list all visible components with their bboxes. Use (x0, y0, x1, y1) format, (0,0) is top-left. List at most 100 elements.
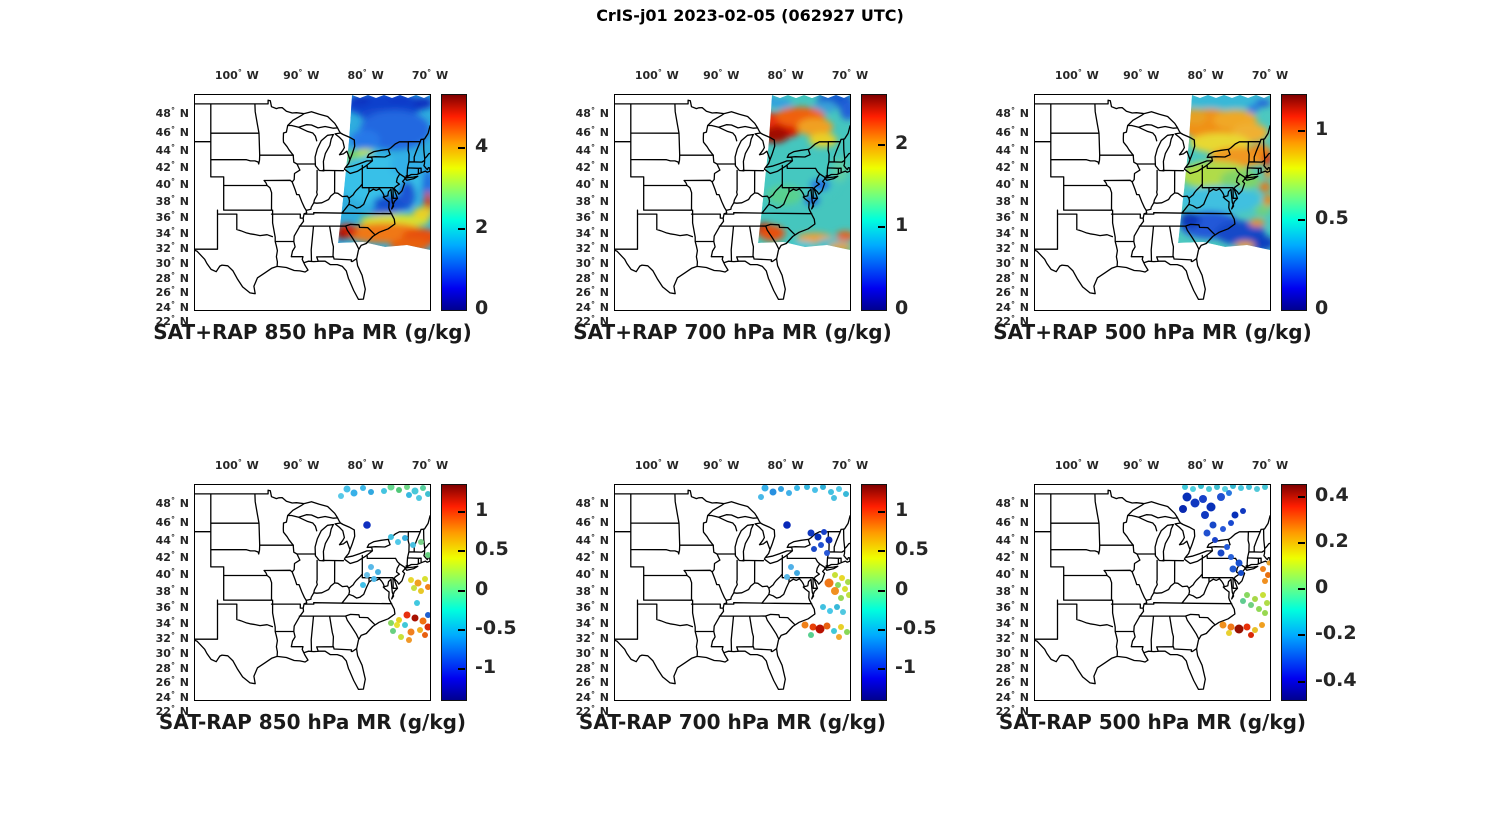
colorbar-tick-mark (878, 226, 885, 229)
basemap-state-borders (615, 99, 850, 301)
lat-tick-label: 32° N (155, 631, 189, 646)
lon-tick-label: 80° W (767, 458, 804, 472)
lat-tick-label: 46° N (575, 124, 609, 139)
lon-tick-label: 100° W (634, 68, 679, 82)
colorbar-tick-mark (878, 550, 885, 553)
lon-tick-label: 70° W (1251, 458, 1289, 472)
lat-tick-label: 38° N (155, 583, 189, 598)
colorbar-tick-label: 2 (475, 215, 489, 238)
lat-tick-label: 32° N (575, 631, 609, 646)
colorbar-tick-mark (878, 628, 885, 631)
lat-tick-label: 22° N (155, 313, 189, 328)
colorbar-tick-mark (1298, 588, 1305, 591)
lon-tick-label: 100° W (214, 68, 259, 82)
lon-tick-label: 80° W (1187, 458, 1224, 472)
lat-tick-label: 28° N (995, 660, 1029, 675)
lat-tick-label: 44° N (575, 142, 609, 157)
lat-tick-label: 34° N (155, 615, 189, 630)
lat-tick-label: 24° N (575, 689, 609, 704)
colorbar-tick-label: 0 (895, 577, 909, 600)
colorbar-tick-label: 0 (475, 577, 489, 600)
colorbar-tick-mark (458, 146, 465, 149)
lon-tick-label: 80° W (347, 458, 384, 472)
lat-tick-label: 22° N (575, 703, 609, 718)
lat-tick-label: 32° N (995, 241, 1029, 256)
lat-tick-label: 38° N (995, 193, 1029, 208)
basemap-state-borders (1035, 99, 1270, 301)
colorbar-tick-mark (1298, 219, 1305, 222)
lat-tick-label: 28° N (155, 270, 189, 285)
lat-tick-label: 44° N (155, 532, 189, 547)
lat-tick-label: 40° N (575, 567, 609, 582)
map-difference-dots (194, 484, 431, 701)
lon-tick-label: 70° W (411, 68, 449, 82)
lat-tick-label: 42° N (995, 550, 1029, 565)
map-satellite-swath (194, 94, 431, 311)
lat-tick-label: 30° N (575, 646, 609, 661)
lat-tick-label: 46° N (995, 514, 1029, 529)
lat-tick-label: 28° N (995, 270, 1029, 285)
lat-tick-label: 36° N (995, 600, 1029, 615)
lat-tick-label: 48° N (575, 105, 609, 120)
colorbar-tick-label: 1 (475, 499, 489, 522)
lat-tick-label: 30° N (575, 256, 609, 271)
colorbar-tick-label: 1 (1315, 117, 1329, 140)
basemap-state-borders (195, 99, 430, 301)
lon-tick-label: 70° W (411, 458, 449, 472)
lat-tick-label: 26° N (575, 285, 609, 300)
colorbar-tick-label: 0 (1315, 297, 1329, 319)
panel-title: SAT+RAP 700 hPa MR (g/kg) (573, 320, 892, 344)
difference-dot-field (338, 485, 430, 643)
lat-tick-label: 28° N (575, 660, 609, 675)
lat-tick-label: 46° N (155, 124, 189, 139)
colorbar-tick-mark (878, 589, 885, 592)
lat-tick-label: 38° N (575, 193, 609, 208)
colorbar-tick-label: 0 (895, 297, 909, 319)
lon-tick-label: 90° W (703, 458, 740, 472)
lat-tick-label: 30° N (995, 646, 1029, 661)
colorbar (861, 484, 887, 701)
lat-tick-label: 24° N (155, 689, 189, 704)
lat-tick-label: 36° N (575, 600, 609, 615)
colorbar-tick-label: -0.5 (895, 616, 937, 639)
lat-tick-label: 44° N (575, 532, 609, 547)
lat-tick-label: 42° N (155, 550, 189, 565)
lat-tick-label: 22° N (575, 313, 609, 328)
lon-tick-label: 90° W (703, 68, 740, 82)
colorbar-tick-mark (458, 589, 465, 592)
lat-tick-label: 46° N (995, 124, 1029, 139)
colorbar-tick-mark (458, 227, 465, 230)
colorbar-tick-label: 1 (895, 499, 909, 522)
colorbar-tick-label: 4 (475, 134, 489, 157)
map-satellite-swath (614, 94, 851, 311)
lat-tick-label: 34° N (155, 225, 189, 240)
panel-title: SAT+RAP 850 hPa MR (g/kg) (153, 320, 472, 344)
panel-title: SAT-RAP 850 hPa MR (g/kg) (158, 710, 467, 734)
lat-tick-label: 34° N (575, 225, 609, 240)
lon-tick-label: 80° W (1187, 68, 1224, 82)
basemap-state-borders (615, 489, 850, 691)
map-satellite-swath (1034, 94, 1271, 311)
colorbar-tick-mark (1298, 634, 1305, 637)
lat-tick-label: 38° N (575, 583, 609, 598)
lat-tick-label: 34° N (995, 615, 1029, 630)
colorbar (1281, 94, 1307, 311)
lat-tick-label: 32° N (575, 241, 609, 256)
colorbar (1281, 484, 1307, 701)
lat-tick-label: 34° N (575, 615, 609, 630)
lat-tick-label: 30° N (155, 256, 189, 271)
lat-tick-label: 22° N (995, 313, 1029, 328)
colorbar (441, 94, 467, 311)
colorbar-tick-mark (878, 511, 885, 514)
lat-tick-label: 48° N (155, 495, 189, 510)
lat-tick-label: 34° N (995, 225, 1029, 240)
lat-tick-label: 24° N (995, 689, 1029, 704)
panel-title: SAT-RAP 500 hPa MR (g/kg) (998, 710, 1307, 734)
colorbar-tick-label: -0.4 (1315, 668, 1357, 691)
colorbar-tick-label: 1 (895, 214, 909, 237)
colorbar-tick-label: -0.5 (475, 616, 517, 639)
colorbar-tick-label: -0.2 (1315, 622, 1357, 645)
colorbar-tick-label: -1 (475, 655, 497, 678)
lon-tick-label: 70° W (831, 68, 869, 82)
